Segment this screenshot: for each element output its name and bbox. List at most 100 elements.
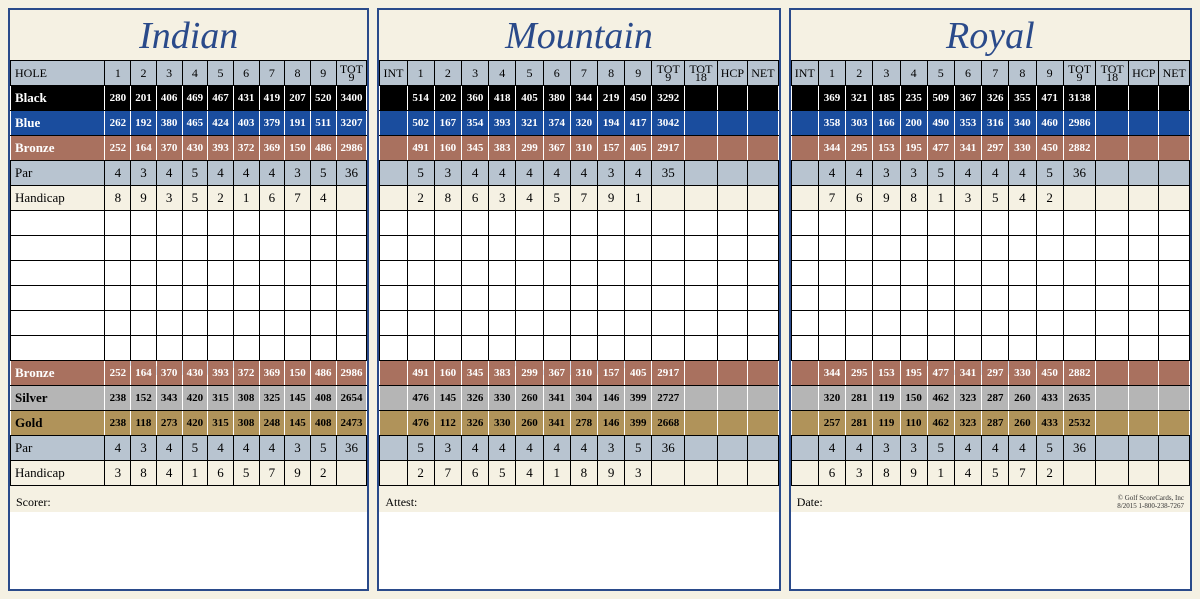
row-par: 53444443435 xyxy=(380,161,778,186)
data-cell: 4 xyxy=(156,461,182,486)
data-cell: 150 xyxy=(900,386,927,411)
data-cell: 393 xyxy=(489,111,516,136)
tot9-cell xyxy=(652,461,685,486)
data-cell: 509 xyxy=(927,86,954,111)
data-cell: 9 xyxy=(900,461,927,486)
tot18-cell xyxy=(685,386,718,411)
data-cell: 4 xyxy=(818,161,845,186)
hcp-cell xyxy=(717,86,747,111)
hole-num-header: 6 xyxy=(543,61,570,86)
tot9-cell: 3400 xyxy=(336,86,367,111)
int-cell xyxy=(791,361,818,386)
data-cell: 252 xyxy=(105,136,131,161)
row-par: 44335444536 xyxy=(791,436,1189,461)
data-cell: 477 xyxy=(927,136,954,161)
data-cell: 433 xyxy=(1036,411,1063,436)
tot18-cell xyxy=(1096,461,1129,486)
int-cell xyxy=(791,411,818,436)
net-cell xyxy=(1159,411,1190,436)
data-cell: 5 xyxy=(1036,436,1063,461)
net-cell xyxy=(748,436,779,461)
data-cell: 308 xyxy=(233,411,259,436)
footer-label: Date: xyxy=(797,495,823,510)
tot18-cell xyxy=(1096,136,1129,161)
data-cell: 345 xyxy=(461,361,488,386)
hcp-cell xyxy=(1129,161,1159,186)
data-cell: 4 xyxy=(1009,186,1036,211)
data-cell: 341 xyxy=(954,361,981,386)
row-label: Par xyxy=(11,161,105,186)
data-cell: 3 xyxy=(434,436,461,461)
data-cell: 343 xyxy=(156,386,182,411)
footer-label: Attest: xyxy=(385,495,417,510)
data-cell: 262 xyxy=(105,111,131,136)
header-row: INT123456789TOT9TOT18HCPNET xyxy=(380,61,778,86)
row-handicap: 769813542 xyxy=(791,186,1189,211)
data-cell: 281 xyxy=(846,386,873,411)
data-cell: 5 xyxy=(310,436,336,461)
row-handicap: Handicap893521674 xyxy=(11,186,367,211)
data-cell: 374 xyxy=(543,111,570,136)
data-cell: 3 xyxy=(846,461,873,486)
data-cell: 326 xyxy=(461,411,488,436)
tot18-cell xyxy=(685,186,718,211)
data-cell: 5 xyxy=(407,436,434,461)
tot18-cell xyxy=(685,361,718,386)
data-cell: 403 xyxy=(233,111,259,136)
tot18-cell xyxy=(1096,161,1129,186)
int-cell xyxy=(380,411,407,436)
data-cell: 3 xyxy=(156,186,182,211)
data-cell: 157 xyxy=(598,361,625,386)
tot18-cell xyxy=(1096,411,1129,436)
tot9-cell xyxy=(336,186,367,211)
row-label: Silver xyxy=(11,386,105,411)
data-cell: 164 xyxy=(131,361,157,386)
data-cell: 4 xyxy=(461,161,488,186)
data-cell: 2 xyxy=(208,186,234,211)
data-cell: 326 xyxy=(461,386,488,411)
data-cell: 202 xyxy=(434,86,461,111)
int-cell xyxy=(791,86,818,111)
tot9-cell xyxy=(336,461,367,486)
copyright: © Golf ScoreCards, Inc8/2015 1-800-238-7… xyxy=(1117,494,1184,510)
hcp-cell xyxy=(717,436,747,461)
data-cell: 157 xyxy=(598,136,625,161)
net-cell xyxy=(1159,136,1190,161)
data-cell: 405 xyxy=(625,361,652,386)
data-cell: 5 xyxy=(233,461,259,486)
data-cell: 6 xyxy=(461,461,488,486)
data-cell: 5 xyxy=(1036,161,1063,186)
blank-row xyxy=(380,311,778,336)
hole-num-header: 9 xyxy=(1036,61,1063,86)
data-cell: 3 xyxy=(489,186,516,211)
net-cell xyxy=(1159,86,1190,111)
data-cell: 260 xyxy=(1009,411,1036,436)
int-cell xyxy=(380,136,407,161)
data-cell: 462 xyxy=(927,386,954,411)
data-cell: 273 xyxy=(156,411,182,436)
data-cell: 278 xyxy=(570,411,597,436)
tot18-cell xyxy=(1096,86,1129,111)
data-cell: 406 xyxy=(156,86,182,111)
hole-num-header: 9 xyxy=(310,61,336,86)
row-silver: 4761453263302603413041463992727 xyxy=(380,386,778,411)
data-cell: 303 xyxy=(846,111,873,136)
row-label: Gold xyxy=(11,411,105,436)
data-cell: 4 xyxy=(105,436,131,461)
data-cell: 502 xyxy=(407,111,434,136)
tot9-cell: 2882 xyxy=(1063,136,1096,161)
data-cell: 164 xyxy=(131,136,157,161)
data-cell: 5 xyxy=(927,436,954,461)
tot18-cell xyxy=(1096,386,1129,411)
data-cell: 393 xyxy=(208,361,234,386)
data-cell: 297 xyxy=(982,136,1009,161)
tot18-cell xyxy=(685,111,718,136)
row-blue: 3583031662004903533163404602986 xyxy=(791,111,1189,136)
data-cell: 299 xyxy=(516,136,543,161)
data-cell: 308 xyxy=(233,386,259,411)
data-cell: 7 xyxy=(434,461,461,486)
card-title: Mountain xyxy=(379,10,778,60)
data-cell: 8 xyxy=(131,461,157,486)
tot18-cell xyxy=(685,136,718,161)
data-cell: 4 xyxy=(543,436,570,461)
